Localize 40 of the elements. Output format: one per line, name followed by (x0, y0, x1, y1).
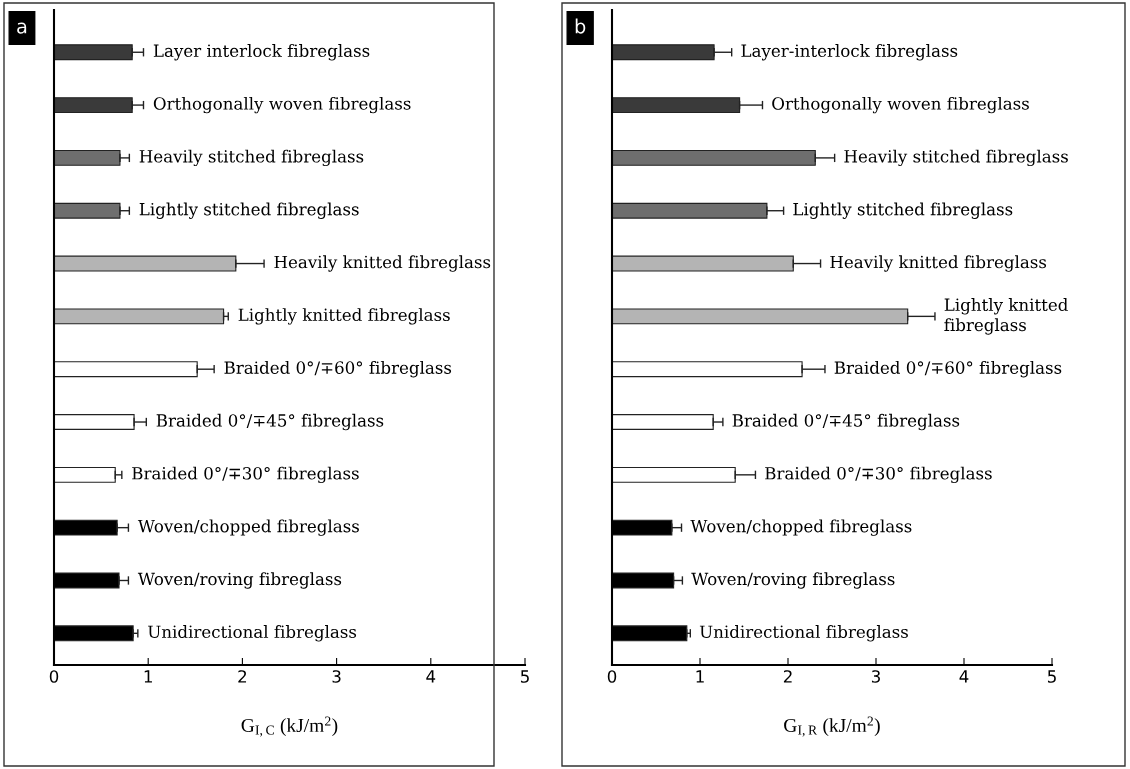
category-label: Lightly stitched fibreglass (793, 202, 1013, 219)
category-label: Heavily knitted fibreglass (274, 255, 491, 272)
x-tick-label: 1 (144, 670, 152, 683)
category-label: Heavily stitched fibreglass (139, 149, 364, 167)
x-tick-label: 0 (607, 670, 617, 683)
category-label: Woven/roving fibreglass (691, 572, 895, 589)
category-label: Braided 0°/∓30° fibreglass (132, 466, 359, 484)
category-label: Heavily knitted fibreglass (830, 255, 1047, 272)
x-tick-label: 4 (426, 670, 436, 683)
category-label: Braided 0°/∓30° fibreglass (765, 466, 992, 484)
x-tick-label: 0 (49, 670, 59, 683)
x-tick-label: 1 (696, 670, 704, 683)
text: b (575, 18, 586, 34)
category-label: Orthogonally woven fibreglass (153, 96, 411, 114)
category-label: Layer-interlock fibreglass (741, 44, 958, 61)
category-label: Layer interlock fibreglass (153, 44, 370, 61)
x-tick-label: 5 (520, 670, 529, 683)
category-label: Lightly knitted fibreglass (238, 308, 450, 325)
category-label: Lightly stitched fibreglass (139, 202, 359, 219)
category-label: Braided 0°/∓45° fibreglass (732, 413, 960, 431)
category-label: Braided 0°/∓60° fibreglass (834, 361, 1062, 378)
category-label: Unidirectional fibreglass (699, 625, 908, 642)
x-tick-label: 3 (871, 670, 880, 683)
category-label: Heavily stitched fibreglass (844, 149, 1068, 167)
category-label: Orthogonally woven fibreglass (772, 96, 1029, 114)
text: a (17, 22, 27, 34)
x-tick-label: 2 (238, 670, 247, 683)
x-tick-label: 5 (1047, 670, 1056, 683)
x-tick-label: 2 (783, 670, 792, 683)
category-label: Woven/chopped fibreglass (137, 519, 359, 536)
x-tick-label: 4 (959, 670, 969, 683)
x-axis-title: G$_{I,C}$ (kJ/m$^{2}$) (241, 716, 338, 737)
category-label: Woven/chopped fibreglass (690, 519, 912, 536)
category-label: Lightly knitted fibreglass (944, 298, 1068, 335)
x-axis-title: G$_{I,R}$ (kJ/m$^{2}$) (784, 716, 880, 737)
category-label: Unidirectional fibreglass (148, 625, 357, 642)
category-label: Braided 0°/∓60° fibreglass (224, 361, 452, 378)
x-tick-label: 3 (332, 670, 341, 683)
category-label: Braided 0°/∓45° fibreglass (156, 413, 384, 431)
category-label: Woven/roving fibreglass (137, 572, 342, 589)
